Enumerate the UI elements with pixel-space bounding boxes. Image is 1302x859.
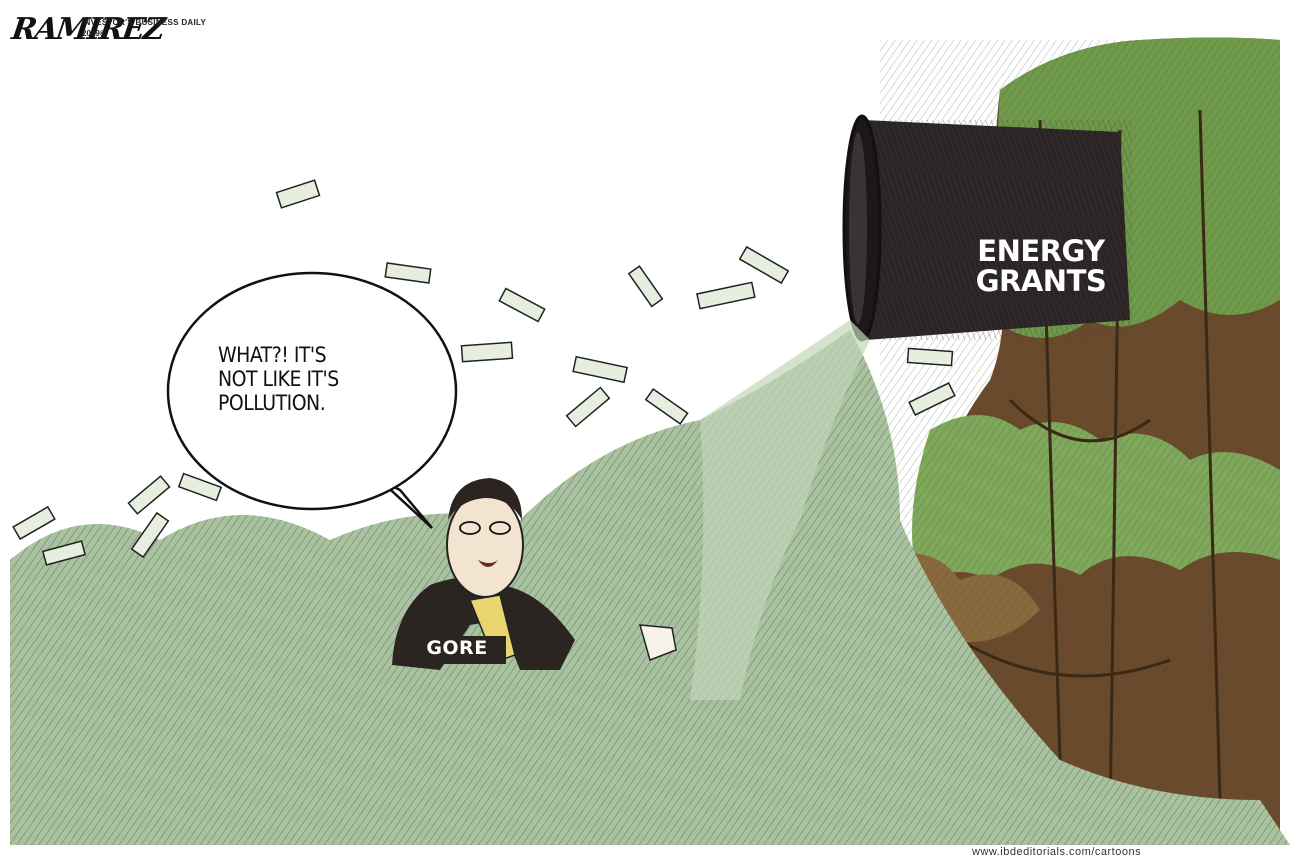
speech-bubble	[166, 271, 458, 529]
publisher-credit: INVESTOR'S BUSINESS DAILY	[82, 18, 207, 27]
pipe-label-line-2: GRANTS	[975, 264, 1107, 298]
copyright-year: 2009©	[82, 29, 106, 38]
speech-line-2: NOT LIKE IT'S	[218, 367, 339, 391]
gore-figure	[392, 478, 677, 670]
pipe-illustration	[842, 114, 1132, 342]
speech-line-3: POLLUTION.	[218, 391, 326, 415]
speech-line-1: WHAT?! IT'S	[218, 343, 327, 367]
pipe-label: ENERGY GRANTS	[966, 236, 1116, 296]
speech-bubble-text: WHAT?! IT'S NOT LIKE IT'S POLLUTION.	[218, 343, 418, 415]
artist-signature: RAMIREZ INVESTOR'S BUSINESS DAILY 2009©	[10, 8, 252, 54]
flying-bills	[12, 179, 956, 566]
footer-url: www.ibdeditorials.com/cartoons	[972, 846, 1142, 858]
name-tag: GORE	[426, 637, 488, 659]
pipe-label-line-1: ENERGY	[977, 234, 1105, 268]
money-pile-illustration	[10, 320, 1290, 845]
